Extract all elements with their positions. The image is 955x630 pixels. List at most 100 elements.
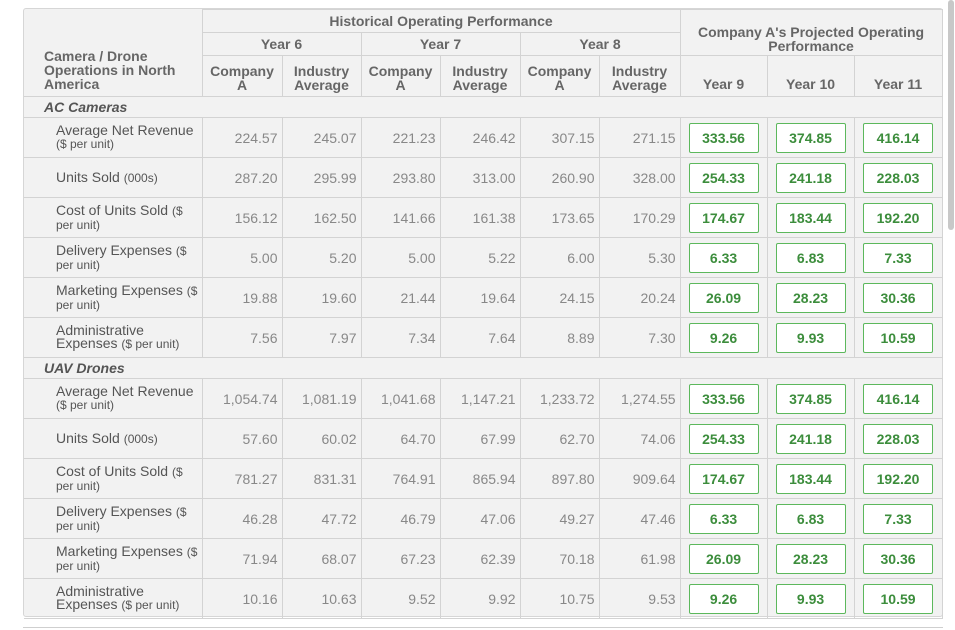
projected-cell: 254.33 [679, 418, 768, 459]
projected-value[interactable]: 9.93 [775, 322, 846, 353]
projected-cell: 183.44 [766, 458, 855, 499]
projected-value[interactable]: 9.26 [688, 322, 759, 353]
data-row: Delivery Expenses ($ per unit) 5.00 5.20 5.… [24, 237, 943, 278]
projected-title: Company A's Projected Operating Performa… [679, 9, 943, 56]
projected-value[interactable]: 7.33 [863, 503, 934, 534]
projected-value[interactable]: 254.33 [688, 423, 759, 454]
value-cell: 67.23 [360, 538, 441, 579]
value-cell: 1,081.19 [281, 378, 362, 419]
data-row: Marketing Expenses ($ per unit) 71.94 68.0… [24, 538, 943, 579]
projected-value[interactable]: 10.59 [863, 583, 934, 614]
row-label: Average Net Revenue [56, 122, 194, 138]
value-cell: 67.99 [439, 418, 521, 459]
value-cell: 328.00 [598, 157, 681, 198]
projected-value[interactable]: 6.33 [688, 503, 759, 534]
data-row: Administrative Expenses ($ per unit) 10.1… [24, 578, 943, 619]
value-cell: 865.94 [439, 458, 521, 499]
projected-value[interactable]: 9.26 [688, 583, 759, 614]
projected-value[interactable]: 416.14 [863, 383, 934, 414]
value-cell: 62.70 [519, 418, 600, 459]
projected-value[interactable]: 333.56 [688, 122, 759, 153]
projected-value[interactable]: 30.36 [863, 282, 934, 313]
projected-value[interactable]: 416.14 [863, 122, 934, 153]
value-cell: 5.00 [201, 237, 283, 278]
projected-cell: 9.93 [766, 317, 855, 358]
projected-year-header: Year 10 [766, 55, 855, 97]
value-cell: 10.75 [519, 578, 600, 619]
projected-cell: 7.33 [853, 498, 943, 539]
projected-year-header: Year 11 [853, 55, 943, 97]
projected-value[interactable]: 192.20 [863, 202, 934, 233]
projected-value[interactable]: 183.44 [775, 202, 846, 233]
value-cell: 9.52 [360, 578, 441, 619]
projected-value[interactable]: 7.33 [863, 242, 934, 273]
projected-value[interactable]: 228.03 [863, 162, 934, 193]
sub-header: Company A [519, 55, 600, 97]
value-cell: 7.56 [201, 317, 283, 358]
divider [23, 627, 943, 628]
projected-value[interactable]: 241.18 [775, 162, 846, 193]
value-cell: 70.18 [519, 538, 600, 579]
row-label: Marketing Expenses [56, 281, 183, 298]
value-cell: 246.42 [439, 117, 521, 158]
data-row: Cost of Units Sold ($ per unit) 156.12 162… [24, 197, 943, 238]
projected-value[interactable]: 10.59 [863, 322, 934, 353]
projected-value[interactable]: 333.56 [688, 383, 759, 414]
value-cell: 19.64 [439, 277, 521, 318]
value-cell: 7.30 [598, 317, 681, 358]
data-row: Average Net Revenue ($ per unit) 1,054.74… [24, 378, 943, 419]
row-label-cell: Marketing Expenses ($ per unit) [24, 538, 203, 579]
projected-value[interactable]: 374.85 [775, 383, 846, 414]
projected-value[interactable]: 174.67 [688, 463, 759, 494]
projected-value[interactable]: 26.09 [688, 543, 759, 574]
section-title: AC Cameras [24, 96, 943, 118]
value-cell: 5.30 [598, 237, 681, 278]
projected-value[interactable]: 6.83 [775, 242, 846, 273]
value-cell: 1,054.74 [201, 378, 283, 419]
projected-value[interactable]: 28.23 [775, 543, 846, 574]
value-cell: 68.07 [281, 538, 362, 579]
projected-value[interactable]: 228.03 [863, 423, 934, 454]
value-cell: 1,233.72 [519, 378, 600, 419]
row-label: Administrative Expenses [56, 583, 144, 612]
sub-header: Company A [201, 55, 283, 97]
sub-header: Company A [360, 55, 441, 97]
projected-value[interactable]: 30.36 [863, 543, 934, 574]
value-cell: 47.46 [598, 498, 681, 539]
projected-cell: 28.23 [766, 277, 855, 318]
value-cell: 46.28 [201, 498, 283, 539]
projected-value[interactable]: 241.18 [775, 423, 846, 454]
projected-cell: 174.67 [679, 458, 768, 499]
value-cell: 170.29 [598, 197, 681, 238]
projected-value[interactable]: 254.33 [688, 162, 759, 193]
value-cell: 7.97 [281, 317, 362, 358]
year-header: Year 7 [360, 32, 521, 56]
projected-cell: 28.23 [766, 538, 855, 579]
value-cell: 19.60 [281, 277, 362, 318]
row-label: Delivery Expenses [56, 502, 172, 519]
section-row: UAV Drones [24, 357, 943, 379]
projected-value[interactable]: 192.20 [863, 463, 934, 494]
projected-cell: 228.03 [853, 157, 943, 198]
scrollbar[interactable] [948, 0, 954, 230]
projected-value[interactable]: 374.85 [775, 122, 846, 153]
projected-cell: 254.33 [679, 157, 768, 198]
projected-cell: 183.44 [766, 197, 855, 238]
value-cell: 245.07 [281, 117, 362, 158]
projected-value[interactable]: 26.09 [688, 282, 759, 313]
projected-value[interactable]: 28.23 [775, 282, 846, 313]
projected-value[interactable]: 6.33 [688, 242, 759, 273]
row-label-cell: Average Net Revenue ($ per unit) [24, 378, 203, 419]
projected-cell: 26.09 [679, 538, 768, 579]
projected-value[interactable]: 174.67 [688, 202, 759, 233]
projected-value[interactable]: 183.44 [775, 463, 846, 494]
value-cell: 60.02 [281, 418, 362, 459]
value-cell: 10.63 [281, 578, 362, 619]
value-cell: 49.27 [519, 498, 600, 539]
row-unit: ($ per unit) [56, 137, 115, 151]
projected-cell: 416.14 [853, 117, 943, 158]
data-row: Average Net Revenue ($ per unit) 224.57 24… [24, 117, 943, 158]
projected-value[interactable]: 9.93 [775, 583, 846, 614]
projected-value[interactable]: 6.83 [775, 503, 846, 534]
value-cell: 271.15 [598, 117, 681, 158]
